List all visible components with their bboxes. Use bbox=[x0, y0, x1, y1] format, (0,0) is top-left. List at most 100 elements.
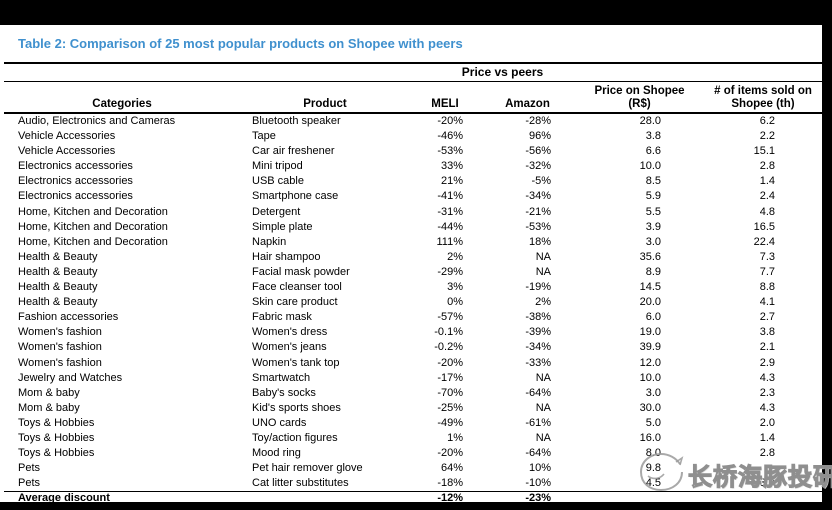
cell-category: Toys & Hobbies bbox=[18, 431, 95, 444]
cell-meli: -57% bbox=[437, 311, 463, 324]
cell-amazon: -21% bbox=[525, 205, 551, 218]
cell-amazon: 18% bbox=[528, 235, 551, 248]
cell-price: 9.8 bbox=[645, 462, 661, 475]
comparison-table: Price vs peers Categories Product MELI A… bbox=[4, 62, 822, 504]
cell-price: 3.9 bbox=[645, 220, 661, 233]
cell-amazon: -33% bbox=[525, 356, 551, 369]
cell-product: Face cleanser tool bbox=[252, 281, 342, 294]
cell-product: Baby's socks bbox=[252, 386, 316, 399]
cell-amazon: NA bbox=[535, 431, 551, 444]
top-frame-bar bbox=[0, 0, 832, 25]
cell-amazon: -64% bbox=[525, 386, 551, 399]
cell-items: 4.3 bbox=[759, 371, 775, 384]
cell-items: 2.3 bbox=[759, 386, 775, 399]
cell-items: 3.8 bbox=[759, 326, 775, 339]
cell-meli: -0.1% bbox=[434, 326, 463, 339]
cell-amazon: -39% bbox=[525, 326, 551, 339]
cell-amazon: -5% bbox=[531, 175, 551, 188]
cell-amazon: 96% bbox=[528, 130, 551, 143]
cell-price: 8.9 bbox=[645, 265, 661, 278]
cell-items: 2.8 bbox=[759, 160, 775, 173]
cell-meli: 111% bbox=[436, 235, 463, 248]
cell-category: Health & Beauty bbox=[18, 265, 98, 278]
average-amazon-value: -23% bbox=[525, 492, 551, 505]
cell-category: Home, Kitchen and Decoration bbox=[18, 205, 168, 218]
cell-amazon: NA bbox=[535, 401, 551, 414]
cell-product: Mood ring bbox=[252, 447, 301, 460]
cell-meli: -31% bbox=[437, 205, 463, 218]
table-row: Electronics accessories Smartphone case -4… bbox=[4, 189, 822, 204]
cell-category: Pets bbox=[18, 477, 41, 490]
cell-items: 7.7 bbox=[759, 265, 775, 278]
cell-category: Electronics accessories bbox=[18, 160, 133, 173]
cell-category: Toys & Hobbies bbox=[18, 416, 95, 429]
col-header-items-sold: # of items sold on Shopee (th) bbox=[714, 85, 812, 110]
cell-product: Tape bbox=[252, 130, 276, 143]
cell-meli: -18% bbox=[437, 477, 463, 490]
cell-price: 3.0 bbox=[645, 235, 661, 248]
cell-amazon: NA bbox=[535, 371, 551, 384]
cell-meli: -20% bbox=[437, 447, 463, 460]
cell-category: Jewelry and Watches bbox=[18, 371, 123, 384]
cell-price: 10.0 bbox=[639, 160, 661, 173]
cell-amazon: -19% bbox=[525, 281, 551, 294]
bottom-frame-bar bbox=[0, 502, 832, 510]
cell-items: 2.4 bbox=[759, 190, 775, 203]
cell-category: Mom & baby bbox=[18, 401, 80, 414]
cell-items: 2.2 bbox=[759, 130, 775, 143]
cell-product: Skin care product bbox=[252, 296, 338, 309]
cell-meli: -20% bbox=[437, 356, 463, 369]
cell-category: Toys & Hobbies bbox=[18, 447, 95, 460]
cell-items: 16.5 bbox=[753, 220, 775, 233]
cell-meli: 21% bbox=[440, 175, 463, 188]
cell-product: Hair shampoo bbox=[252, 250, 321, 263]
table-row: Toys & Hobbies Mood ring -20% -64% 8.0 2.8 bbox=[4, 446, 822, 461]
cell-product: Toy/action figures bbox=[252, 431, 338, 444]
cell-price: 35.6 bbox=[639, 250, 661, 263]
table-row: Health & Beauty Facial mask powder -29% NA 8… bbox=[4, 265, 822, 280]
table-row: Women's fashion Women's dress -0.1% -39% 19.… bbox=[4, 325, 822, 340]
table-row: Health & Beauty Hair shampoo 2% NA 35.6 7.3 bbox=[4, 250, 822, 265]
table-row: Toys & Hobbies Toy/action figures 1% NA 16.0… bbox=[4, 431, 822, 446]
cell-items: 1.4 bbox=[759, 431, 775, 444]
cell-product: Detergent bbox=[252, 205, 301, 218]
cell-category: Electronics accessories bbox=[18, 175, 133, 188]
cell-price: 20.0 bbox=[639, 296, 661, 309]
table-row: Electronics accessories Mini tripod 33% -32… bbox=[4, 159, 822, 174]
table-row: Jewelry and Watches Smartwatch -17% NA 10.0 4… bbox=[4, 371, 822, 386]
cell-amazon: -64% bbox=[525, 447, 551, 460]
cell-amazon: -61% bbox=[525, 416, 551, 429]
cell-amazon: 2% bbox=[535, 296, 551, 309]
cell-product: USB cable bbox=[252, 175, 304, 188]
cell-amazon: NA bbox=[535, 250, 551, 263]
cell-amazon: -56% bbox=[525, 145, 551, 158]
cell-category: Home, Kitchen and Decoration bbox=[18, 235, 168, 248]
table-row: Health & Beauty Skin care product 0% 2% 20.0… bbox=[4, 295, 822, 310]
cell-product: Car air freshener bbox=[252, 145, 335, 158]
cell-meli: -20% bbox=[437, 115, 463, 127]
cell-items: 1.4 bbox=[759, 175, 775, 188]
cell-price: 30.0 bbox=[639, 401, 661, 414]
cell-category: Health & Beauty bbox=[18, 281, 98, 294]
cell-meli: 33% bbox=[440, 160, 463, 173]
table-row: Mom & baby Kid's sports shoes -25% NA 30.0 4.… bbox=[4, 401, 822, 416]
col-header-meli: MELI bbox=[431, 97, 459, 110]
table-row: Fashion accessories Fabric mask -57% -38% 6.… bbox=[4, 310, 822, 325]
table-row: Women's fashion Women's jeans -0.2% -34% 39.… bbox=[4, 340, 822, 355]
cell-meli: -41% bbox=[437, 190, 463, 203]
cell-product: Smartwatch bbox=[252, 371, 311, 384]
cell-product: Simple plate bbox=[252, 220, 313, 233]
table-row: Pets Cat litter substitutes -18% -10% 4.5 3.7 bbox=[4, 476, 822, 491]
column-header-row: Categories Product MELI Amazon Price on … bbox=[4, 82, 822, 114]
cell-meli: 64% bbox=[440, 462, 463, 475]
cell-items: 2.1 bbox=[759, 341, 775, 354]
cell-product: Bluetooth speaker bbox=[252, 115, 341, 127]
cell-price: 16.0 bbox=[639, 431, 661, 444]
cell-product: Women's dress bbox=[252, 326, 328, 339]
cell-items: 4.3 bbox=[759, 401, 775, 414]
cell-items: 15.1 bbox=[753, 145, 775, 158]
cell-amazon: -34% bbox=[525, 190, 551, 203]
cell-price: 28.0 bbox=[639, 115, 661, 127]
col-header-product: Product bbox=[303, 97, 347, 110]
table-row: Women's fashion Women's tank top -20% -33% 1… bbox=[4, 356, 822, 371]
